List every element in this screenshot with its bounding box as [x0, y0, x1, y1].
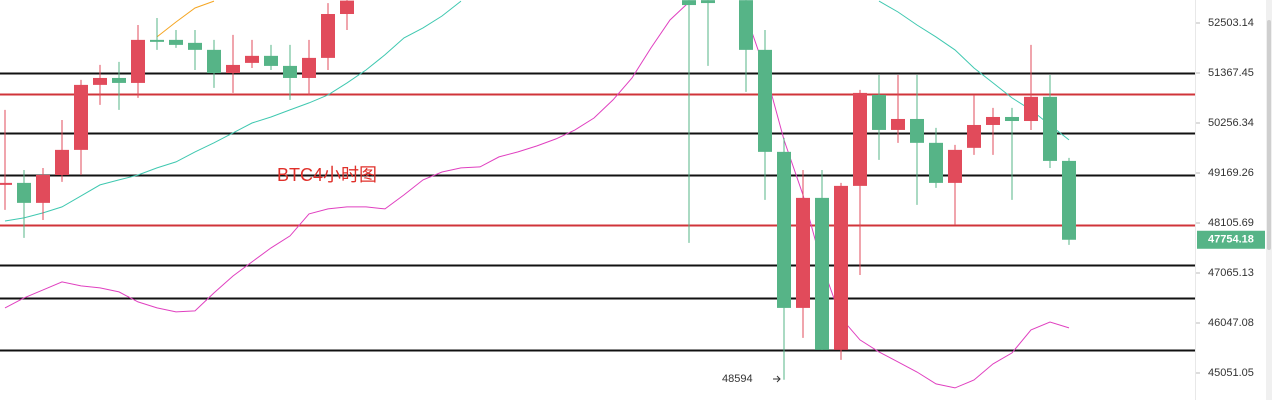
candle-body: [796, 197, 810, 308]
candle-body: [777, 151, 791, 308]
plot-area: [0, 0, 1195, 389]
candle-body: [188, 42, 202, 50]
candle-body: [36, 174, 50, 203]
y-tick-label: 47065.13: [1208, 267, 1254, 279]
candle-body: [207, 49, 221, 74]
candle-body: [226, 64, 240, 74]
candle-body: [967, 124, 981, 148]
candle-body: [0, 182, 12, 185]
y-tick-label: 52503.14: [1208, 17, 1254, 29]
y-tick-label: 50256.34: [1208, 117, 1254, 129]
candle-body: [986, 116, 1000, 125]
y-tick-label: 46047.08: [1208, 317, 1254, 329]
candle-body: [910, 118, 924, 143]
candle-body: [853, 92, 867, 186]
candle-body: [834, 185, 848, 350]
candle-body: [872, 94, 886, 130]
candle-body: [739, 0, 753, 50]
candle-body: [815, 197, 829, 350]
candle-body: [682, 0, 696, 6]
candle-body: [340, 0, 354, 15]
candle-body: [929, 142, 943, 183]
candle-body: [93, 77, 107, 85]
candle-body: [758, 49, 772, 152]
moving-average-line: [156, 0, 215, 38]
candle-body: [302, 57, 316, 78]
price-tag-label: 47754.18: [1208, 234, 1254, 246]
candle-body: [1005, 116, 1019, 122]
candle-body: [1043, 96, 1057, 161]
candle-body: [264, 55, 278, 66]
low-arrow: [773, 375, 781, 383]
candle-body: [17, 182, 31, 203]
candle-body: [1062, 160, 1076, 240]
y-tick-label: 49169.26: [1208, 167, 1254, 179]
y-tick-label: 51367.45: [1208, 67, 1254, 79]
candle-body: [948, 149, 962, 183]
candle-body: [701, 0, 715, 4]
candle-body: [150, 39, 164, 42]
candle-body: [112, 77, 126, 83]
candle-body: [1024, 96, 1038, 122]
candle-body: [283, 65, 297, 78]
low-annotation: 48594: [722, 373, 753, 385]
candle-body: [245, 55, 259, 63]
candle-body: [74, 84, 88, 150]
moving-average-line: [4, 1, 1070, 389]
candle-body: [55, 149, 69, 175]
scrollbar-thumb[interactable]: [1267, 20, 1271, 250]
price-tag: [1197, 230, 1265, 249]
candle-body: [131, 39, 145, 83]
candle-body: [891, 118, 905, 130]
candle-body: [169, 39, 183, 45]
candle-body: [321, 14, 335, 58]
y-tick-label: 48105.69: [1208, 217, 1254, 229]
chart-title: BTC4小时图: [277, 165, 377, 185]
y-tick-label: 45051.05: [1208, 367, 1254, 379]
